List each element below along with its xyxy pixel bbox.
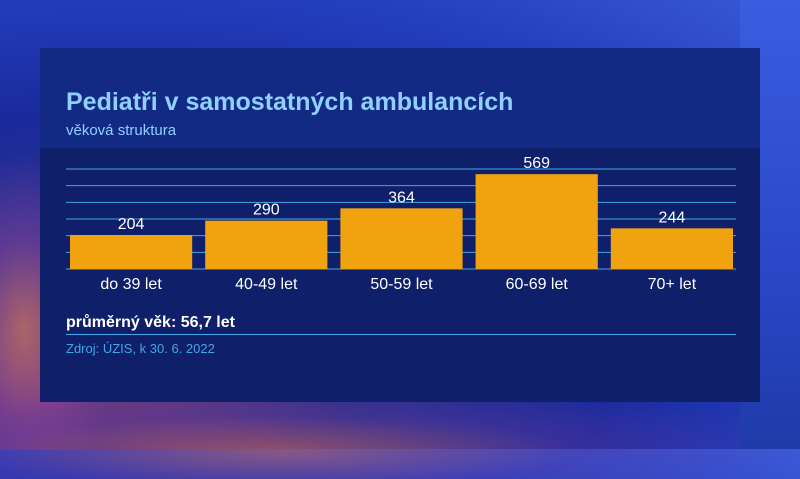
value-label: 569 [523,155,550,172]
source-note: Zdroj: ÚZIS, k 30. 6. 2022 [66,341,215,356]
bar [70,235,193,269]
bars [70,174,733,269]
value-label: 244 [659,209,686,226]
bar [610,228,733,269]
category-labels: do 39 let 40-49 let 50-59 let 60-69 let 70+ … [100,276,696,293]
chart-subtitle: věková struktura [66,122,177,139]
divider [66,334,736,335]
header-band: Pediatři v samostatných ambulancích věko… [40,48,760,148]
category-label: do 39 let [100,276,162,293]
category-label: 40-49 let [235,276,298,293]
category-label: 60-69 let [506,276,569,293]
average-age-note: průměrný věk: 56,7 let [66,314,235,331]
bar [205,220,328,269]
category-label: 70+ let [648,276,697,293]
value-label: 204 [118,216,145,233]
bar [340,208,463,269]
chart-panel: Pediatři v samostatných ambulancích věko… [40,48,760,402]
background-glow-bottom [0,389,800,479]
chart-title: Pediatři v samostatných ambulancích [66,88,514,116]
value-labels: 204 290 364 569 244 [118,155,686,233]
value-label: 290 [253,202,280,219]
category-label: 50-59 let [370,276,433,293]
bar-chart: 204 290 364 569 244 do 39 let 40-49 let 50-59 … [66,155,736,293]
value-label: 364 [388,189,415,206]
bar [475,174,598,269]
